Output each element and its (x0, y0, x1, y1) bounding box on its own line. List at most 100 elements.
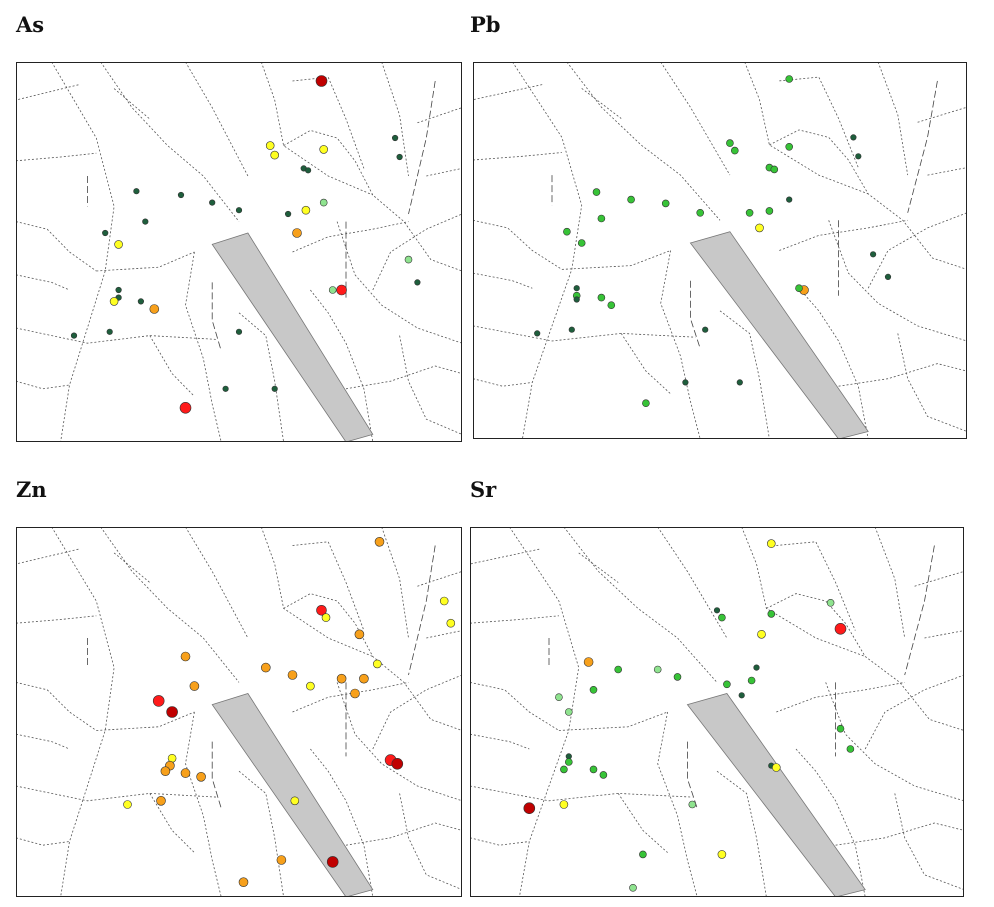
sample-point-orange (196, 772, 206, 782)
sample-point-dark-green (753, 664, 760, 671)
street-line (719, 310, 770, 439)
map-frame (473, 62, 967, 439)
boundary-line (904, 545, 935, 676)
street-line (795, 748, 866, 897)
sample-point-yellow (306, 681, 315, 691)
street-line (566, 62, 721, 221)
sample-point-dark-green (884, 273, 892, 280)
sample-point-dark-green (285, 210, 292, 218)
street-line (470, 682, 560, 731)
street-line (473, 378, 533, 387)
sample-point-dark-green (209, 199, 216, 206)
panel-title-pb: Pb (470, 12, 501, 37)
sample-point-dark-green (177, 191, 185, 199)
sample-point-green (614, 665, 622, 674)
sample-point-yellow (439, 596, 449, 606)
sample-point-dark-green (702, 326, 709, 333)
sample-point-orange (350, 688, 360, 699)
street-line (470, 615, 559, 624)
street-line (825, 682, 964, 802)
sample-point-green (592, 188, 601, 196)
street-line (283, 593, 462, 731)
street-line (96, 711, 195, 731)
street-line (260, 62, 373, 196)
map-svg-sr (470, 527, 964, 897)
sample-point-green (718, 613, 726, 622)
sample-point-dark-green (106, 328, 113, 335)
sample-points (123, 537, 456, 888)
sample-point-dark-green (115, 286, 122, 294)
street-line (372, 213, 462, 291)
sample-point-yellow (559, 800, 569, 809)
sample-point-orange (292, 228, 302, 238)
sample-point-green (747, 676, 756, 685)
sample-point-orange (160, 766, 171, 776)
street-line (877, 62, 909, 176)
runway-strip (211, 232, 374, 442)
street-line (310, 289, 374, 442)
sample-point-green (836, 724, 845, 733)
sample-point-yellow (446, 618, 456, 628)
street-line (473, 325, 696, 342)
street-line (660, 62, 731, 176)
street-line (509, 527, 580, 897)
sample-point-dark-green (534, 330, 541, 337)
sample-points (534, 75, 892, 408)
street-line (512, 62, 583, 439)
street-line (558, 711, 668, 731)
street-line (924, 630, 964, 639)
street-line (100, 62, 240, 222)
street-line (917, 106, 967, 123)
sample-point-green (696, 209, 704, 217)
sample-point-orange (287, 670, 298, 680)
street-line (185, 251, 222, 442)
street-line (897, 333, 967, 432)
street-line (16, 785, 217, 802)
street-line (620, 333, 671, 395)
runway-strip (686, 693, 866, 897)
sample-point-red (316, 605, 327, 616)
street-line (835, 822, 964, 846)
street-line (657, 527, 728, 639)
map-panel-as (16, 62, 462, 442)
sample-point-dark-green (392, 134, 399, 142)
sample-point-dark-green (396, 153, 403, 161)
sample-point-yellow (757, 630, 766, 639)
street-line (779, 76, 859, 168)
street-line (657, 711, 698, 897)
street-line (185, 62, 249, 177)
sample-point-dark-green (222, 385, 229, 392)
sample-point-orange (180, 768, 191, 778)
map-frame (16, 62, 462, 442)
sample-point-orange (583, 657, 594, 667)
sample-point-yellow (114, 240, 123, 249)
sample-point-green (673, 673, 682, 681)
sample-point-light-green (404, 255, 413, 264)
street-line (563, 527, 718, 683)
sample-point-orange (261, 662, 271, 673)
street-line (417, 107, 462, 124)
map-panel-zn (16, 527, 462, 897)
sample-point-dark-red (166, 706, 178, 718)
street-line (927, 167, 967, 176)
street-line (769, 129, 967, 270)
sample-point-dark-green (235, 207, 243, 214)
street-line (16, 682, 97, 731)
sample-point-dark-green (102, 229, 109, 237)
street-line (16, 152, 97, 162)
sample-point-green (770, 165, 779, 174)
street-line (874, 527, 906, 639)
street-line (798, 287, 869, 439)
sample-point-dark-green (573, 296, 580, 303)
boundary-line (689, 280, 701, 349)
street-line (381, 62, 409, 177)
sample-point-dark-red (326, 856, 339, 868)
street-line (16, 548, 79, 565)
sample-point-green (589, 686, 598, 694)
sample-point-yellow (123, 800, 132, 809)
sample-point-dark-green (137, 298, 144, 305)
sample-point-red (336, 284, 347, 296)
street-line (426, 630, 462, 639)
sample-point-dark-green (235, 328, 243, 335)
street-line (345, 822, 462, 846)
